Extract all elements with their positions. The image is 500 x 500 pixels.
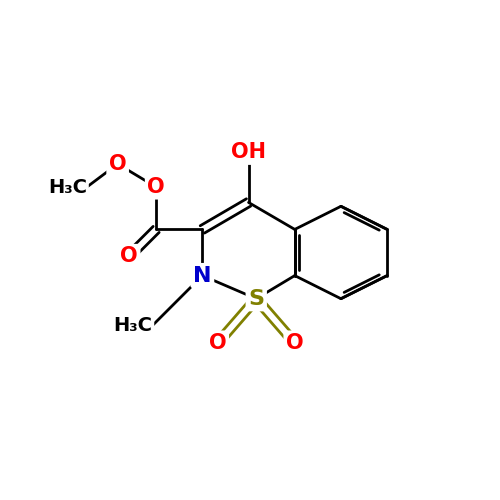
Text: O: O — [120, 246, 138, 266]
Text: O: O — [148, 177, 165, 197]
Text: H₃C: H₃C — [48, 178, 87, 197]
Text: N: N — [193, 266, 212, 285]
Text: OH: OH — [231, 142, 266, 163]
Text: H₃C: H₃C — [114, 316, 152, 335]
Text: O: O — [209, 333, 226, 353]
Text: O: O — [109, 154, 126, 174]
Text: S: S — [248, 288, 264, 308]
Text: O: O — [286, 333, 304, 353]
